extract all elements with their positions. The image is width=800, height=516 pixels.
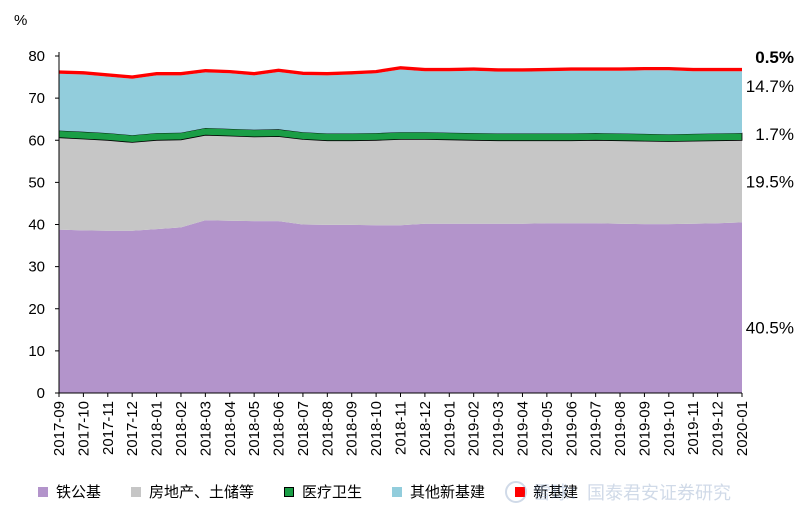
x-tick-label: 2017-10: [75, 401, 92, 456]
x-tick-label: 2018-05: [246, 401, 263, 456]
x-tick-label: 2019-03: [490, 401, 507, 456]
end-label-healthcare: 1.7%: [755, 125, 794, 144]
y-tick-label: 30: [28, 259, 45, 276]
legend-item-other-new-infra: 其他新基建: [392, 481, 485, 502]
legend-item-real-estate: 房地产、土储等: [131, 481, 254, 502]
end-labels-group: 40.5% 19.5% 1.7% 14.7% 0.5%: [746, 48, 794, 338]
legend-swatch-tiegongji: [38, 486, 48, 497]
y-tick-label: 80: [28, 48, 45, 65]
y-tick-label: 0: [37, 385, 45, 402]
end-label-real-estate: 19.5%: [746, 172, 794, 191]
legend-item-healthcare: 医疗卫生: [284, 481, 362, 502]
legend-swatch-healthcare: [284, 486, 295, 497]
y-tick-label: 50: [28, 174, 45, 191]
x-tick-label: 2018-07: [295, 401, 312, 456]
x-tick-label: 2017-09: [51, 401, 68, 456]
y-tick-label: 70: [28, 90, 45, 107]
y-tick-label: 10: [28, 343, 45, 360]
legend-item-tiegongji: 铁公基: [38, 481, 101, 502]
snowball-logo-icon: [505, 481, 527, 503]
x-tick-label: 2019-12: [710, 401, 727, 456]
x-tick-label: 2019-10: [661, 401, 678, 456]
y-tick-label: 20: [28, 301, 45, 318]
end-label-new-infra: 0.5%: [755, 48, 794, 67]
x-tick-label: 2018-01: [149, 401, 166, 456]
end-label-tiegongji: 40.5%: [746, 319, 794, 338]
watermark: 雪球：国泰君安证券研究: [505, 479, 731, 505]
area-healthcare: [58, 127, 743, 143]
legend-label-new-infra: 新基建: [533, 483, 579, 501]
end-label-other-new-infra: 14.7%: [746, 77, 794, 96]
x-tick-label: 2017-11: [100, 401, 117, 455]
x-tick-label: 2019-06: [563, 401, 580, 456]
x-tick-label: 2018-06: [271, 401, 288, 456]
area-other-new-infra: [59, 69, 742, 136]
x-tick-label: 2018-12: [417, 401, 434, 456]
y-unit-label: %: [14, 12, 27, 29]
area-real-estate: [59, 135, 742, 231]
x-tick-label: 2018-02: [173, 401, 190, 456]
legend-swatch-other-new-infra: [392, 486, 403, 497]
area-series-group: [58, 66, 743, 393]
x-tick-label: 2017-12: [124, 401, 141, 456]
legend-swatch-real-estate: [131, 486, 142, 497]
x-tick-label: 2019-08: [612, 401, 629, 456]
x-tick-label: 2019-09: [636, 401, 653, 456]
x-tick-label: 2019-05: [539, 401, 556, 456]
y-tick-label: 60: [28, 132, 45, 149]
y-tick-label: 40: [28, 217, 45, 234]
legend-label-tiegongji: 铁公基: [56, 483, 102, 501]
area-new-infra: [59, 67, 742, 79]
x-tick-label: 2020-01: [734, 401, 751, 456]
x-tick-label: 2019-11: [685, 401, 702, 455]
x-tick-label: 2018-03: [197, 401, 214, 456]
line-new-infra: [58, 66, 742, 78]
x-tick-label: 2018-04: [222, 401, 239, 456]
x-tick-label: 2019-04: [514, 401, 531, 456]
x-tick-label: 2018-08: [319, 401, 336, 456]
legend-label-real-estate: 房地产、土储等: [149, 483, 255, 501]
legend-label-healthcare: 医疗卫生: [302, 483, 363, 501]
x-tick-label: 2019-02: [466, 401, 483, 456]
x-tick-label: 2018-10: [368, 401, 385, 456]
legend: 铁公基 房地产、土储等 医疗卫生 其他新基建 新基建: [38, 481, 608, 502]
axes-group: 0 10 20 30 40 50 60 70 80% 2017-09 2017-10 2017-11 2…: [14, 12, 751, 456]
x-tick-label: 2019-01: [441, 401, 458, 456]
x-tick-label: 2018-11: [393, 401, 410, 455]
x-tick-label: 2018-09: [344, 401, 361, 456]
area-tiegongji: [59, 220, 742, 393]
legend-label-other-new-infra: 其他新基建: [410, 483, 486, 501]
watermark-text: 雪球：国泰君安证券研究: [533, 483, 731, 504]
x-tick-label: 2019-07: [588, 401, 605, 456]
